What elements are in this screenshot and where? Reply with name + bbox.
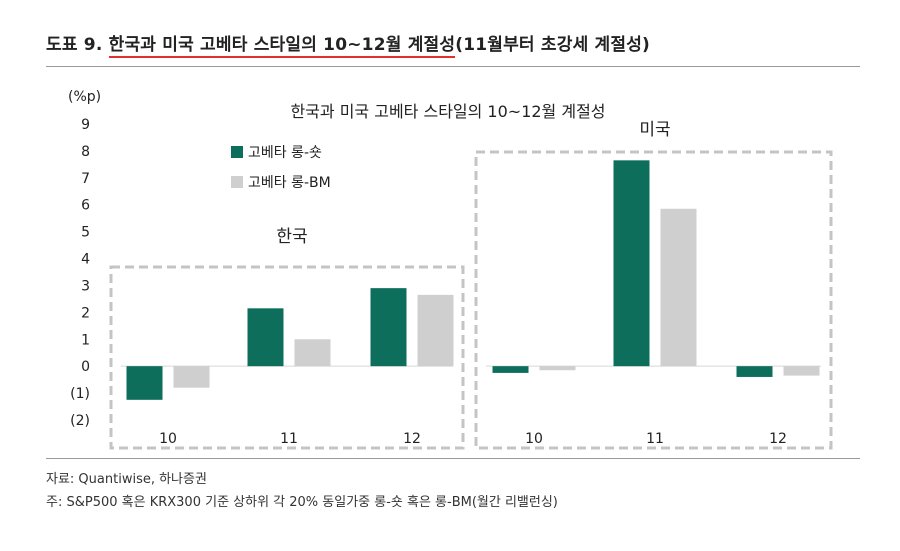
- bar-long-bm: [539, 366, 576, 371]
- y-tick-label: 5: [81, 225, 90, 241]
- bar-long-bm: [417, 294, 454, 367]
- y-tick-label: 2: [81, 305, 90, 321]
- group-label: 한국: [276, 227, 307, 247]
- bar-long-bm: [294, 339, 331, 367]
- x-tick-label: 10: [159, 431, 177, 447]
- x-tick-label: 10: [525, 431, 543, 447]
- footer-rule: [46, 458, 860, 459]
- y-tick-label: (1): [70, 386, 90, 402]
- legend-label: 고베타 롱-숏: [248, 145, 322, 161]
- bar-long-short: [370, 288, 407, 367]
- y-tick-label: 1: [81, 332, 90, 348]
- group-box-korea: [109, 265, 465, 450]
- y-tick-label: 3: [81, 278, 90, 294]
- bar-long-short: [736, 366, 773, 377]
- x-tick-label: 11: [646, 431, 664, 447]
- y-tick-label: 4: [81, 252, 90, 268]
- y-tick-label: 6: [81, 198, 90, 214]
- y-tick-label: 7: [81, 171, 90, 187]
- bar-long-short: [613, 160, 650, 367]
- figure-number: 도표 9.: [46, 35, 103, 55]
- y-tick-label: 0: [81, 359, 90, 375]
- bar-long-short: [247, 308, 284, 367]
- y-tick-label: 9: [81, 117, 90, 133]
- bar-long-short: [492, 366, 529, 373]
- source-note: 자료: Quantiwise, 하나증권: [46, 472, 207, 487]
- bar-long-bm: [660, 208, 697, 367]
- y-axis-ticks: 9 8 7 6 5 4 3 2 1 0 (1) (2): [70, 117, 90, 429]
- bars: [126, 160, 820, 400]
- y-tick-label: 8: [81, 144, 90, 160]
- chart-title: 한국과 미국 고베타 스타일의 10~12월 계절성: [290, 102, 605, 121]
- figure-title-highlight: 한국과 미국 고베타 스타일의 10~12월 계절성: [108, 35, 456, 58]
- legend-swatch: [231, 176, 243, 188]
- y-axis-label: (%p): [68, 89, 101, 105]
- x-axis-ticks: 10 11 12 10 11 12: [159, 431, 787, 447]
- bar-long-short: [126, 366, 163, 400]
- group-label: 미국: [639, 120, 670, 140]
- bar-long-bm: [173, 366, 210, 388]
- y-tick-label: (2): [70, 413, 90, 429]
- group-boxes: 한국 미국: [109, 120, 833, 450]
- figure-title-rest: (11월부터 초강세 계절성): [455, 35, 651, 55]
- header-rule: [46, 66, 860, 67]
- legend-label: 고베타 롱-BM: [248, 175, 331, 191]
- group-box-us: [474, 150, 833, 450]
- footnote: 주: S&P500 혹은 KRX300 기준 상하위 각 20% 동일가중 롱-…: [46, 495, 558, 510]
- x-tick-label: 12: [769, 431, 787, 447]
- legend-swatch: [231, 146, 243, 158]
- bar-long-bm: [783, 366, 820, 376]
- figure-header: 도표 9. 한국과 미국 고베타 스타일의 10~12월 계절성(11월부터 초…: [46, 30, 651, 58]
- x-tick-label: 11: [280, 431, 298, 447]
- x-tick-label: 12: [403, 431, 421, 447]
